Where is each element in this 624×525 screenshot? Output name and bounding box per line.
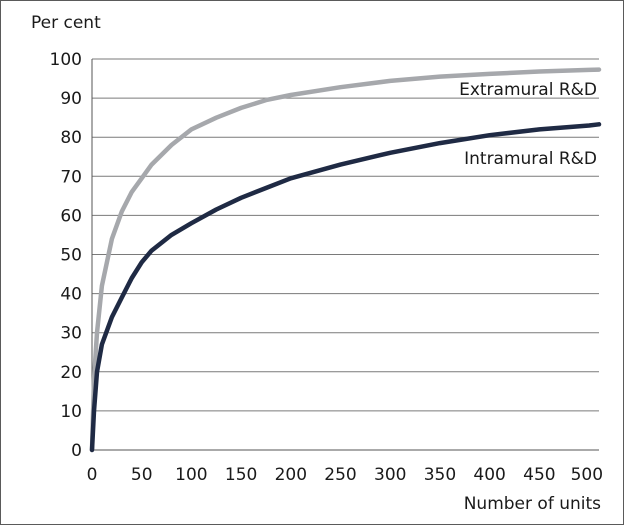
x-tick-label: 50: [131, 465, 153, 485]
x-tick-label: 200: [275, 465, 307, 485]
gridlines: [92, 58, 599, 412]
x-axis-title: Number of units: [464, 494, 601, 514]
series-line-intramural: [89, 122, 602, 453]
x-tick-label: 500: [571, 465, 603, 485]
x-tick-label: 400: [473, 465, 505, 485]
series-lines: [89, 67, 602, 453]
y-tick-label: 60: [60, 206, 82, 226]
series-label-intramural: Intramural R&D: [464, 149, 597, 169]
y-tick-label: 50: [60, 246, 82, 266]
y-tick-label: 70: [60, 167, 82, 187]
x-tick-label: 450: [523, 465, 555, 485]
series-line-extramural: [89, 67, 602, 453]
x-tick-label: 300: [374, 465, 406, 485]
y-tick-label: 10: [60, 402, 82, 422]
x-tick-label: 250: [324, 465, 356, 485]
series-label-extramural: Extramural R&D: [459, 80, 597, 100]
x-tick-label: 350: [424, 465, 456, 485]
y-tick-label: 80: [60, 128, 82, 148]
x-tick-label: 150: [225, 465, 257, 485]
y-tick-label: 100: [50, 50, 82, 70]
y-axis-title: Per cent: [31, 13, 101, 33]
y-tick-label: 90: [60, 89, 82, 109]
y-tick-label: 0: [71, 441, 82, 461]
x-tick-label: 100: [175, 465, 207, 485]
y-tick-label: 20: [60, 363, 82, 383]
y-tick-label: 30: [60, 324, 82, 344]
y-tick-label: 40: [60, 285, 82, 305]
tick-labels: 0 10 20 30 40 50 60 70 80 90 100 0 50 100 150 200 250 300…: [50, 50, 604, 485]
x-tick-label: 0: [87, 465, 98, 485]
